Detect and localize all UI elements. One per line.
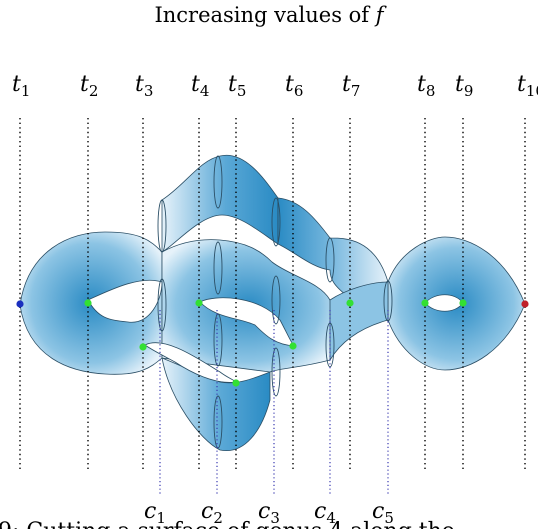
level-label: t10 [517, 72, 538, 100]
section-ellipse [213, 155, 223, 209]
cut-label: c5 [372, 499, 394, 527]
level-label: t2 [80, 72, 98, 100]
level-label: t8 [417, 72, 435, 100]
cut-lines [159, 310, 389, 495]
section-ellipse [213, 313, 223, 367]
critical-point [346, 299, 354, 307]
section-ellipse [271, 347, 281, 397]
section-ellipse [213, 395, 223, 449]
critical-point [289, 342, 297, 350]
level-lines [19, 118, 526, 470]
critical-point [232, 379, 240, 387]
cut-label: c3 [258, 499, 280, 527]
level-label: t6 [285, 72, 303, 100]
critical-point [421, 299, 429, 307]
section-ellipse [157, 278, 167, 332]
critical-point [139, 343, 147, 351]
section-ellipse [157, 199, 167, 253]
diagram-title: Increasing values of f [154, 3, 386, 27]
level-label: t5 [228, 72, 246, 100]
section-ellipse [325, 237, 335, 283]
level-label: t1 [12, 72, 30, 100]
cut-labels: c1 c2 c3 c4 c5 [144, 499, 394, 527]
critical-points [16, 299, 529, 387]
section-ellipse [271, 275, 281, 325]
level-label: t3 [135, 72, 153, 100]
critical-point [459, 299, 467, 307]
cut-label: c4 [314, 499, 336, 527]
section-ellipse [213, 241, 223, 295]
level-labels: t1 t2 t3 t4 t5 t6 t7 t8 t9 t10 [12, 72, 538, 100]
critical-point [84, 299, 92, 307]
caption-fragment: 9: Cutting a surface of genus 4 along th… [0, 519, 455, 529]
level-label: t4 [191, 72, 209, 100]
level-label: t7 [342, 72, 360, 100]
surface-neck [329, 281, 389, 362]
genus-surface [19, 154, 526, 452]
critical-point [195, 299, 203, 307]
cut-label: c1 [144, 499, 166, 527]
cut-label: c2 [201, 499, 223, 527]
level-label: t9 [455, 72, 473, 100]
critical-point [521, 300, 529, 308]
critical-point [16, 300, 24, 308]
section-ellipse [271, 197, 281, 247]
section-ellipse [383, 280, 393, 322]
